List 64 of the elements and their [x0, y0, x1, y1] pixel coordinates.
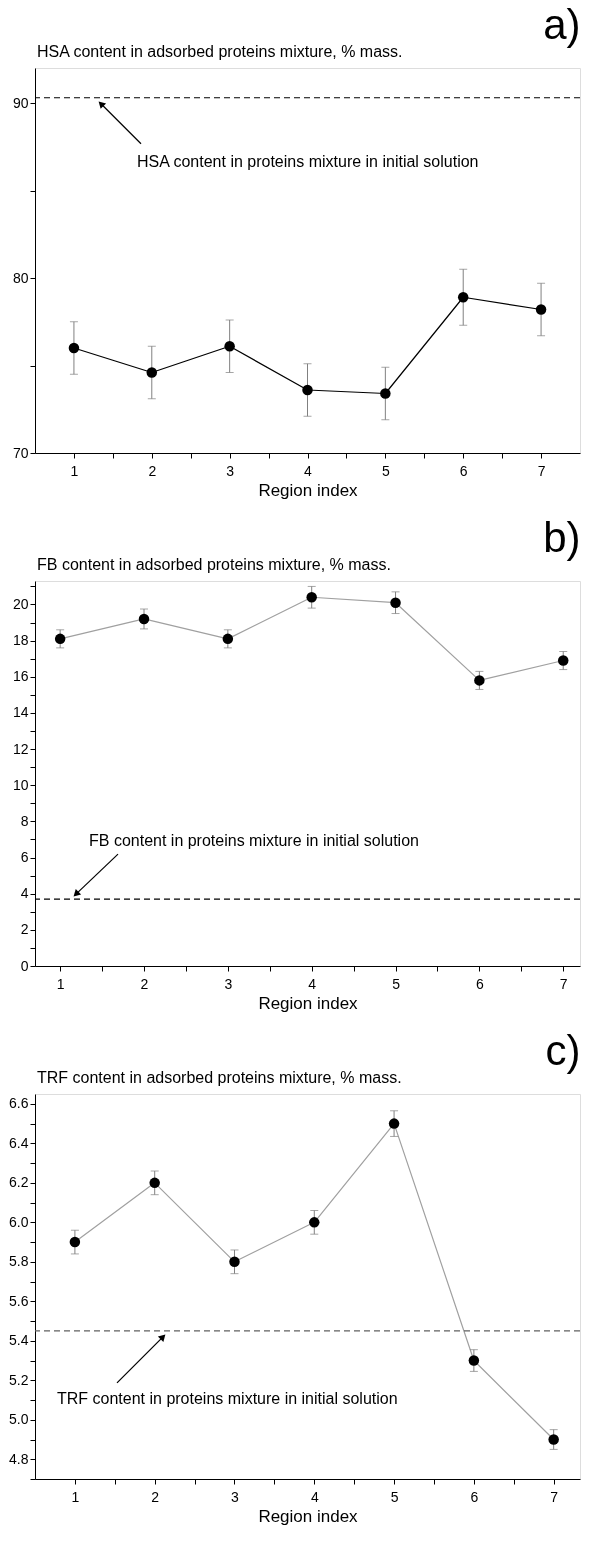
y-tick-label: 6.4	[9, 1134, 29, 1151]
y-tick-label: 16	[12, 668, 29, 685]
x-tick-label: 3	[226, 462, 235, 479]
x-tick-label: 5	[390, 1488, 399, 1505]
y-tick-label: 5.4	[9, 1332, 29, 1349]
chart-title: a)	[543, 1, 581, 48]
point	[224, 341, 235, 352]
y-tick-label: 8	[20, 812, 29, 829]
y-tick-label: 4	[20, 885, 29, 902]
ref-line-label: HSA content in proteins mixture in initial solution	[137, 152, 479, 170]
y-tick-label: 14	[12, 704, 29, 721]
chart-title: c)	[545, 1027, 581, 1074]
point	[68, 342, 80, 354]
point	[146, 367, 158, 378]
point	[380, 388, 391, 399]
y-tick-label: 6.2	[9, 1174, 29, 1191]
x-tick-label: 5	[392, 975, 401, 992]
y-tick-label: 2	[20, 921, 29, 938]
y-tick-label: 5.8	[9, 1253, 29, 1270]
x-tick-label: 6	[475, 975, 484, 992]
x-tick-label: 3	[231, 1488, 240, 1505]
y-tick-label: 5.2	[9, 1371, 29, 1388]
y-tick-label: 12	[12, 740, 29, 757]
chart-title: b)	[543, 514, 581, 561]
y-tick-label: 70	[12, 444, 29, 461]
x-axis-title: Region index	[258, 1506, 359, 1526]
y-tick-label: 6	[20, 849, 29, 866]
x-tick-label: 3	[224, 975, 233, 992]
x-tick-label: 5	[381, 462, 390, 479]
y-tick-label: 4.8	[9, 1450, 29, 1467]
point	[457, 292, 469, 303]
y-axis-title: HSA content in adsorbed proteins mixture, % mass.	[37, 43, 403, 60]
x-tick-label: 1	[71, 1488, 80, 1505]
y-tick-label: 18	[12, 632, 29, 649]
y-tick-label: 10	[12, 776, 29, 793]
x-tick-label: 4	[308, 975, 317, 992]
x-tick-label: 2	[151, 1488, 160, 1505]
x-axis-title: Region index	[258, 993, 359, 1013]
x-tick-label: 1	[56, 975, 65, 992]
x-tick-label: 6	[470, 1488, 479, 1505]
y-tick-label: 6.0	[9, 1213, 29, 1230]
ref-line-label: TRF content in proteins mixture in initial solution	[57, 1389, 398, 1407]
ref-line-label: FB content in proteins mixture in initial solution	[89, 832, 419, 850]
y-axis-title: TRF content in adsorbed proteins mixture, % mass.	[37, 1069, 402, 1086]
x-tick-label: 1	[70, 462, 79, 479]
x-tick-label: 4	[304, 462, 313, 479]
x-tick-label: 7	[537, 462, 546, 479]
x-tick-label: 7	[550, 1488, 559, 1505]
y-tick-label: 90	[12, 94, 29, 111]
x-tick-label: 2	[148, 462, 157, 479]
y-tick-label: 6.6	[9, 1095, 29, 1112]
y-tick-label: 0	[20, 957, 29, 974]
y-tick-label: 5.6	[9, 1292, 29, 1309]
y-tick-label: 5.0	[9, 1411, 29, 1428]
y-axis-title: FB content in adsorbed proteins mixture, % mass.	[37, 556, 391, 573]
y-tick-label: 80	[12, 269, 29, 286]
x-axis-title: Region index	[258, 480, 359, 500]
x-tick-label: 6	[459, 462, 468, 479]
x-tick-label: 2	[140, 975, 149, 992]
point	[302, 384, 313, 396]
y-tick-label: 20	[12, 596, 29, 612]
point	[535, 304, 547, 315]
x-tick-label: 4	[310, 1488, 319, 1505]
x-tick-label: 7	[559, 975, 568, 992]
